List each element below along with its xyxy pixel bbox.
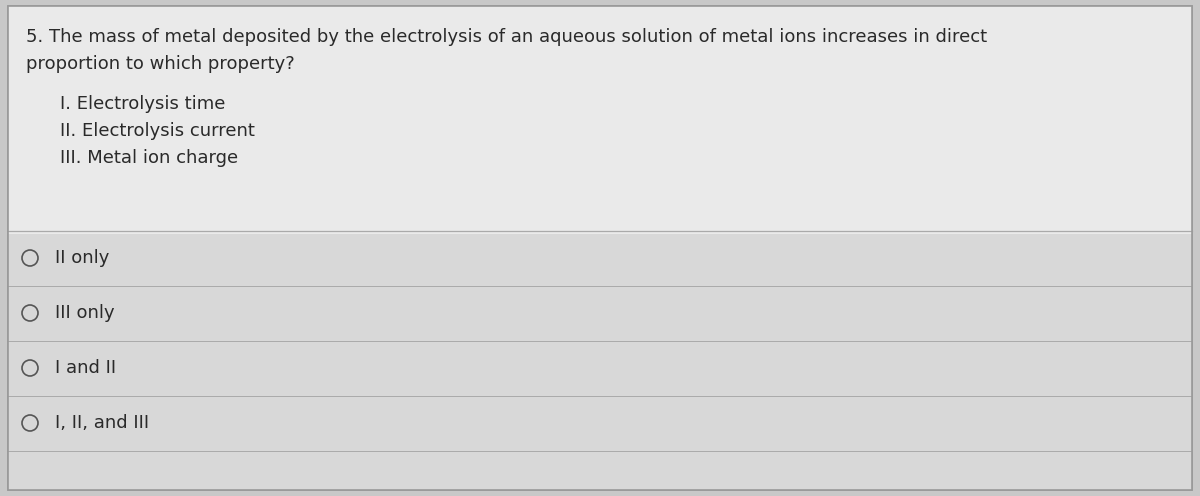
Text: I and II: I and II	[55, 359, 116, 377]
Bar	[8, 6, 1192, 234]
Text: I, II, and III: I, II, and III	[55, 414, 149, 432]
Text: III. Metal ion charge: III. Metal ion charge	[60, 149, 238, 167]
Text: 5. The mass of metal deposited by the electrolysis of an aqueous solution of met: 5. The mass of metal deposited by the el…	[26, 28, 988, 46]
Text: II. Electrolysis current: II. Electrolysis current	[60, 122, 254, 140]
Text: proportion to which property?: proportion to which property?	[26, 55, 295, 73]
Text: I. Electrolysis time: I. Electrolysis time	[60, 95, 226, 113]
Text: III only: III only	[55, 304, 115, 322]
Bar	[8, 234, 1192, 490]
Text: II only: II only	[55, 249, 109, 267]
